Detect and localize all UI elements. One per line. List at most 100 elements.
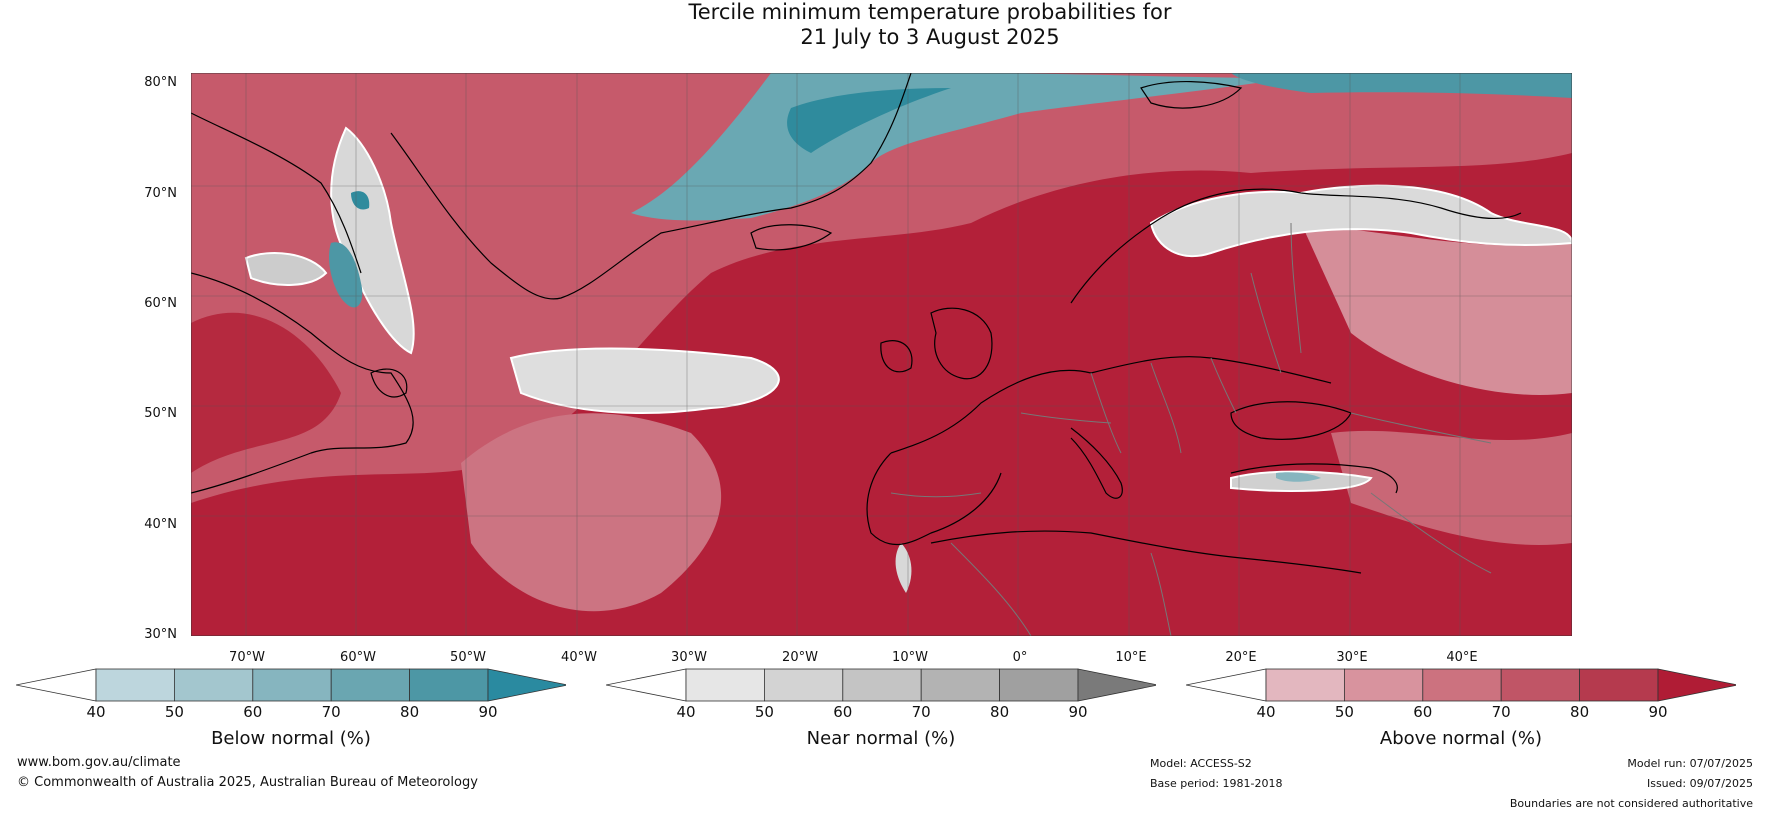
colorbar-above-tick: 40	[1256, 703, 1276, 721]
above-normal-medium-band	[461, 413, 722, 612]
colorbar-above-tick: 60	[1413, 703, 1433, 721]
colorbar-above-title: Above normal (%)	[1379, 728, 1543, 749]
colorbar-below-cell	[95, 668, 175, 702]
colorbar-above-cell	[1422, 668, 1502, 702]
lon-label-30w: 30°W	[671, 650, 707, 665]
lat-label-30n: 30°N	[144, 627, 177, 642]
graticule	[191, 73, 1572, 636]
colorbar-above-cell	[1265, 668, 1345, 702]
colorbar-below-tick: 40	[86, 703, 106, 721]
lon-label-20w: 20°W	[782, 650, 818, 665]
colorbar-below-cells	[95, 668, 489, 702]
lon-label-30e: 30°E	[1336, 650, 1368, 665]
colorbar-below-cell	[409, 668, 489, 702]
colorbar-below-over	[487, 668, 566, 702]
colorbar-near-cells	[685, 668, 1079, 702]
greenland-coast	[390, 73, 912, 300]
lon-label-10e: 10°E	[1115, 650, 1147, 665]
copyright-text: © Commonwealth of Australia 2025, Austra…	[17, 775, 478, 790]
colorbar-below-title: Below normal (%)	[211, 728, 371, 749]
lat-label-80n: 80°N	[144, 75, 177, 90]
colorbar-above-over	[1657, 668, 1736, 702]
colorbar-near-cell	[685, 668, 765, 702]
colorbar-above-cell	[1343, 668, 1424, 702]
labrador-coast	[191, 272, 414, 494]
lon-label-0: 0°	[1012, 650, 1028, 665]
turkey-coast	[1230, 463, 1398, 494]
svalbard-coast	[1140, 80, 1243, 109]
colorbar-below-tick: 80	[400, 703, 420, 721]
colorbar-above-tick: 50	[1334, 703, 1354, 721]
above-normal-lower-east	[1301, 223, 1572, 395]
colorbar-near-title: Near normal (%)	[806, 728, 956, 749]
colorbar-near-tick: 80	[990, 703, 1010, 721]
lat-label-70n: 70°N	[144, 186, 177, 201]
iceland-coast	[750, 224, 833, 251]
colorbar-near-cell	[999, 668, 1079, 702]
colorbar-below-tick: 70	[321, 703, 341, 721]
colorbar-below-cell	[252, 668, 332, 702]
colorbar-below-under	[16, 668, 97, 702]
newfoundland-coast	[370, 368, 408, 398]
lat-label-60n: 60°N	[144, 296, 177, 311]
colorbar-below-cell	[330, 668, 411, 702]
near-normal-baffin	[330, 126, 415, 355]
lon-label-50w: 50°W	[450, 650, 486, 665]
colorbar-near-tick: 90	[1068, 703, 1088, 721]
below-normal-labrador	[329, 242, 363, 308]
coastlines	[191, 73, 1522, 574]
disclaimer-text: Boundaries are not considered authoritat…	[1509, 797, 1753, 810]
lat-label-40n: 40°N	[144, 517, 177, 532]
lon-label-40w: 40°W	[561, 650, 597, 665]
baffin-coast	[191, 112, 362, 274]
colorbar-below-tick: 60	[243, 703, 263, 721]
country-borders	[890, 222, 1492, 636]
ireland-coast	[880, 340, 913, 373]
title-line-2: 21 July to 3 August 2025	[800, 25, 1060, 49]
above-normal-high-west	[191, 312, 341, 473]
near-normal-hudson	[244, 252, 328, 286]
map-title: Tercile minimum temperature probabilitie…	[0, 0, 1770, 50]
colorbar-near-tick: 60	[833, 703, 853, 721]
iberia-coast	[866, 452, 1002, 546]
north-africa-coast	[930, 530, 1362, 574]
lon-label-70w: 70°W	[229, 650, 265, 665]
italy-coast	[1070, 427, 1123, 499]
colorbar-near-cell	[920, 668, 1001, 702]
british-isles-coast	[930, 307, 993, 380]
colorbar-near-tick: 50	[754, 703, 774, 721]
below-normal-barents	[1231, 73, 1572, 98]
map-panel	[191, 73, 1572, 636]
model-run-text: Model run: 07/07/2025	[1627, 757, 1753, 770]
colorbar-near-over	[1077, 668, 1156, 702]
below-normal-turkey	[1276, 472, 1321, 482]
colorbar-above-tick: 80	[1570, 703, 1590, 721]
colorbar-above-cell	[1500, 668, 1581, 702]
near-normal-iberia-coast	[895, 543, 912, 593]
near-normal-atlantic	[509, 347, 780, 414]
lat-label-50n: 50°N	[144, 406, 177, 421]
colorbar-above-under	[1186, 668, 1267, 702]
colorbar-above-tick: 70	[1491, 703, 1511, 721]
colorbar-below	[16, 668, 566, 702]
colorbar-near-cell	[763, 668, 844, 702]
colorbar-below-tick: 50	[164, 703, 184, 721]
lon-label-20e: 20°E	[1225, 650, 1257, 665]
colorbar-near-under	[606, 668, 687, 702]
black-sea-coast	[1230, 401, 1352, 440]
colorbar-above	[1186, 668, 1736, 702]
below-normal-greenland-sea-core	[787, 88, 951, 153]
colorbar-above-tick: 90	[1648, 703, 1668, 721]
title-line-1: Tercile minimum temperature probabilitie…	[688, 0, 1172, 24]
colorbar-below-tick: 90	[478, 703, 498, 721]
lon-label-40e: 40°E	[1446, 650, 1478, 665]
above-normal-low-east2	[1331, 430, 1572, 545]
lon-label-60w: 60°W	[340, 650, 376, 665]
colorbar-above-cells	[1265, 668, 1659, 702]
colorbar-near	[606, 668, 1156, 702]
below-normal-baffin-core	[351, 191, 370, 210]
website-text: www.bom.gov.au/climate	[17, 755, 181, 770]
colorbar-above-cell	[1579, 668, 1659, 702]
scandinavia-coast	[1070, 188, 1522, 304]
colorbar-below-cell	[173, 668, 254, 702]
